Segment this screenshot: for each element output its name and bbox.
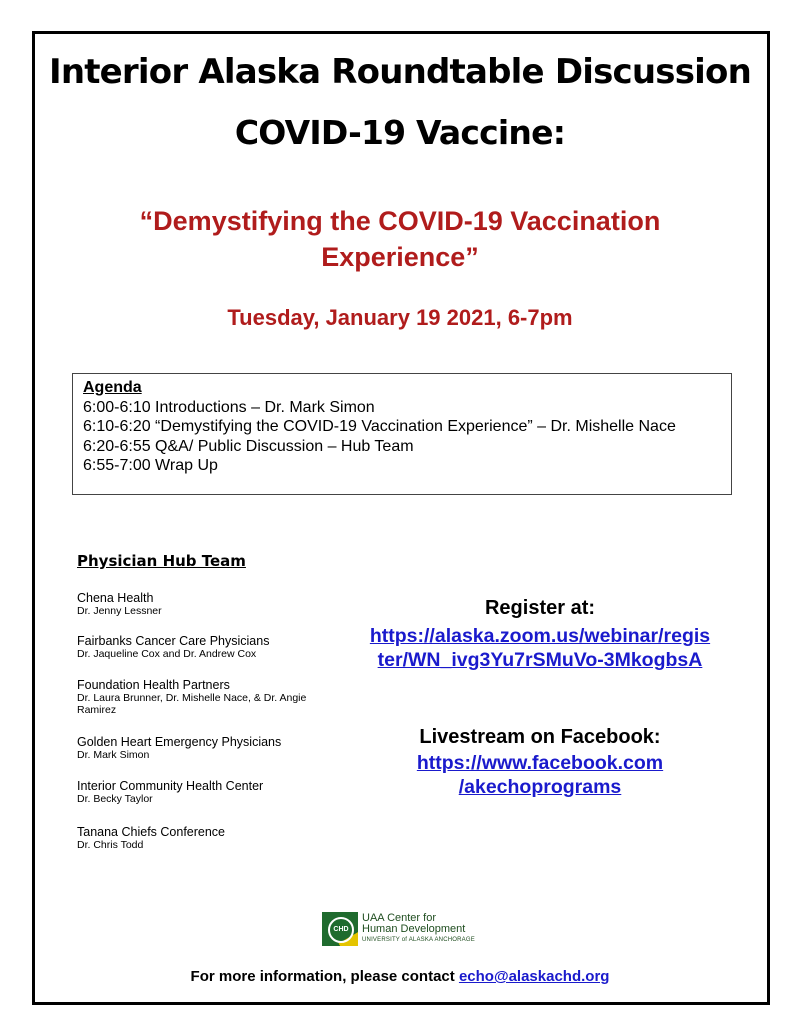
org-doctors: Dr. Laura Brunner, Dr. Mishelle Nace, & … [77,692,307,716]
org-doctors: Dr. Jaqueline Cox and Dr. Andrew Cox [77,648,257,660]
uaa-chd-logo: CHD UAA Center for Human Development UNI… [322,912,475,946]
page-border [32,31,770,1005]
org-item: Tanana Chiefs Conference Dr. Chris Todd [77,825,337,851]
agenda-item: 6:10-6:20 “Demystifying the COVID-19 Vac… [83,418,676,435]
register-section: Register at: https://alaska.zoom.us/webi… [340,597,740,672]
org-doctors: Dr. Jenny Lessner [77,605,162,617]
agenda-item: 6:55-7:00 Wrap Up [83,457,218,474]
org-name: Foundation Health Partners [77,678,230,692]
event-date: Tuesday, January 19 2021, 6-7pm [227,305,573,330]
chd-logo-mark: CHD [322,912,358,946]
subtitle-line2: Experience” [321,242,479,272]
footer: For more information, please contact ech… [0,968,800,985]
org-item: Fairbanks Cancer Care Physicians Dr. Jaqu… [77,634,337,660]
livestream-label: Livestream on Facebook: [419,726,661,748]
agenda-box: Agenda 6:00-6:10 Introductions – Dr. Mar… [72,373,732,495]
title-line2: COVID-19 Vaccine: [234,113,566,152]
livestream-section: Livestream on Facebook: https://www.face… [340,726,740,799]
org-name: Interior Community Health Center [77,779,264,793]
org-item: Interior Community Health Center Dr. Beck… [77,779,337,805]
org-doctors: Dr. Mark Simon [77,749,150,761]
hub-heading: Physician Hub Team [77,552,246,570]
logo-line1: UAA Center for [362,911,436,924]
org-name: Tanana Chiefs Conference [77,825,226,839]
subtitle: “Demystifying the COVID-19 Vaccination E… [0,203,800,275]
register-label: Register at: [484,597,596,619]
org-doctors: Dr. Becky Taylor [77,793,153,805]
org-doctors: Dr. Chris Todd [77,839,144,851]
facebook-link[interactable]: https://www.facebook.com/akechoprograms [416,752,664,798]
title: Interior Alaska Roundtable Discussion [48,52,752,92]
logo-line3: UNIVERSITY of ALASKA ANCHORAGE [362,936,475,943]
org-item: Chena Health Dr. Jenny Lessner [77,591,337,617]
logo-line2: Human Development [362,922,466,935]
agenda-item: 6:00-6:10 Introductions – Dr. Mark Simon [83,398,375,416]
agenda-item: 6:20-6:55 Q&A/ Public Discussion – Hub T… [83,437,414,455]
org-item: Golden Heart Emergency Physicians Dr. Mar… [77,735,337,761]
agenda-heading: Agenda [83,379,142,396]
org-item: Foundation Health Partners Dr. Laura Brun… [77,678,337,716]
org-name: Chena Health [77,591,154,605]
subtitle-line1: “Demystifying the COVID-19 Vaccination [139,206,661,236]
register-link[interactable]: https://alaska.zoom.us/webinar/regis ter/… [369,625,711,671]
org-name: Fairbanks Cancer Care Physicians [77,634,270,648]
contact-email-link[interactable]: echo@alaskachd.org [458,968,610,985]
footer-text: For more information, please contact [190,968,459,985]
org-name: Golden Heart Emergency Physicians [77,735,282,749]
